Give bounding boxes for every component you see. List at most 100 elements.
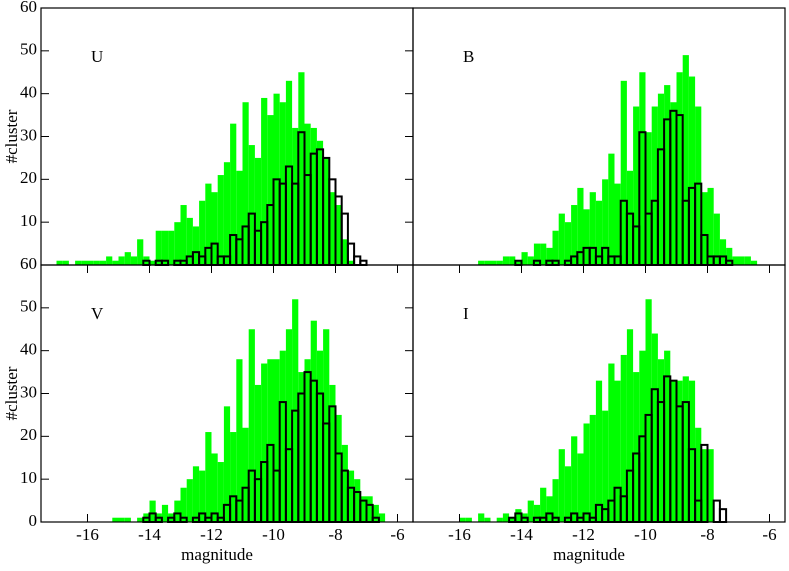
histogram-bar: [552, 230, 559, 265]
histogram-bar: [651, 106, 658, 266]
histogram-bar: [329, 192, 336, 265]
y-tick-label: 50: [20, 40, 37, 59]
histogram-bar: [217, 175, 224, 265]
histogram-bar: [713, 213, 720, 265]
histogram-bar: [564, 466, 572, 522]
y-tick-label: 60: [20, 254, 37, 273]
y-tick-label: 60: [20, 0, 37, 16]
histogram-bar: [515, 260, 522, 265]
histogram-bar: [279, 350, 286, 522]
histogram-bar: [608, 363, 615, 522]
x-axis-label: magnitude: [181, 545, 253, 564]
histogram-bar: [695, 427, 702, 522]
histogram-bar: [347, 260, 355, 265]
histogram-bar: [546, 496, 553, 522]
histogram-bar: [316, 350, 324, 522]
x-axis-label: magnitude: [553, 545, 625, 564]
histogram-bar: [527, 256, 534, 265]
histogram-bar: [595, 200, 603, 265]
histogram-bar: [75, 260, 82, 265]
histogram-bar: [657, 359, 665, 522]
histogram-bar: [223, 406, 231, 522]
histogram-bar: [478, 513, 485, 522]
histogram-bar: [459, 517, 466, 522]
histogram-bar: [174, 222, 181, 265]
histogram-bar: [242, 427, 249, 522]
histogram-bar: [589, 192, 596, 265]
histogram-bar: [112, 517, 119, 522]
y-tick-label: 30: [20, 125, 37, 144]
histogram-bar: [546, 247, 553, 265]
histogram-bar: [583, 209, 590, 265]
histogram-bar: [118, 517, 125, 522]
histogram-bar: [192, 226, 200, 265]
x-tick-label: -16: [76, 525, 99, 544]
histogram-bar: [484, 517, 491, 522]
histogram-bar: [633, 372, 640, 522]
histogram-bar: [620, 80, 627, 265]
histogram-bar: [254, 157, 262, 265]
histogram-bar: [664, 350, 671, 522]
histogram-bar: [316, 140, 324, 265]
histogram-bar: [223, 162, 231, 265]
x-tick-label: -8: [700, 525, 714, 544]
histogram-bar: [558, 213, 565, 265]
y-axis-label: #cluster: [2, 109, 21, 163]
histogram-bar: [347, 470, 355, 522]
histogram-bar: [205, 183, 212, 265]
y-tick-label: 30: [20, 382, 37, 401]
histogram-bar: [583, 423, 590, 522]
histogram-bar: [124, 252, 131, 265]
histogram-bar: [540, 243, 547, 265]
histogram-bar: [614, 183, 621, 265]
y-tick-label: 20: [20, 425, 37, 444]
histogram-bar: [267, 115, 274, 265]
histogram-bar: [359, 259, 368, 267]
histogram-bar: [502, 256, 510, 265]
histogram-bar: [87, 260, 94, 265]
histogram-bar: [118, 256, 125, 265]
histogram-bar: [509, 256, 516, 265]
histogram-bar: [682, 55, 689, 265]
histogram-bar: [199, 200, 206, 265]
histogram-bar: [620, 354, 627, 522]
histogram-bar: [354, 479, 361, 522]
x-tick-label: -14: [510, 525, 533, 544]
histogram-bar: [490, 260, 497, 265]
x-tick-label: -12: [572, 525, 595, 544]
histogram-bar: [527, 500, 534, 522]
histogram-bar: [285, 80, 293, 265]
histogram-bar: [168, 230, 175, 265]
histogram-bar: [236, 170, 243, 265]
histogram-bar: [81, 260, 88, 265]
panel-label: I: [463, 304, 469, 323]
histogram-bar: [161, 504, 169, 522]
histogram-bar: [366, 496, 373, 522]
histogram-bar: [174, 500, 181, 522]
histogram-bar: [608, 153, 615, 265]
histogram-bar: [261, 363, 268, 522]
histogram-bar: [217, 462, 224, 522]
histogram-bar: [750, 260, 758, 265]
histogram-bar: [521, 252, 528, 265]
histogram-bar: [657, 93, 665, 266]
x-tick-label: -6: [762, 525, 776, 544]
histogram-bar: [571, 436, 578, 522]
histogram-bar: [261, 97, 268, 265]
panel-label: B: [463, 47, 474, 66]
histogram-bar: [230, 123, 237, 266]
histogram-bar: [285, 329, 293, 522]
histogram-bar: [341, 239, 348, 265]
histogram-bar: [614, 380, 621, 522]
histogram-bar: [577, 187, 584, 265]
histogram-bar: [707, 449, 714, 522]
histogram-bar: [602, 410, 609, 522]
histogram-bar: [688, 76, 696, 266]
y-tick-label: 0: [29, 511, 38, 530]
x-tick-label: -8: [328, 525, 342, 544]
histogram-bar: [155, 230, 162, 265]
histogram-bar: [651, 333, 658, 522]
histogram-bar: [236, 359, 243, 522]
